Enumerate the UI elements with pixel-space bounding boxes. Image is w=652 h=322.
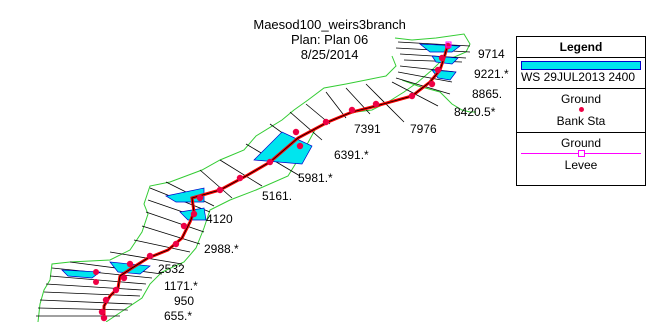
legend-levee-swatch	[521, 150, 641, 158]
station-label: 2988.*	[204, 242, 239, 256]
station-label: 7391	[354, 122, 381, 136]
legend-title: Legend	[517, 37, 645, 58]
river-centerline-inner	[103, 43, 449, 318]
station-label: 2532	[158, 262, 185, 276]
levee-marker	[445, 41, 452, 48]
station-label: 6391.*	[334, 148, 369, 162]
bank-stations	[93, 42, 452, 322]
station-label: 9714	[478, 47, 505, 61]
plan-date: 8/25/2014	[300, 47, 359, 62]
station-label: 1171.*	[164, 279, 198, 293]
legend-panel: Legend WS 29JUL2013 2400 Ground Bank Sta…	[516, 36, 646, 186]
legend-water-label: WS 29JUL2013 2400	[520, 70, 636, 84]
legend-levee-label: Levee	[564, 158, 598, 172]
station-label: 655.*	[164, 309, 192, 322]
station-label: 5161.	[262, 189, 292, 203]
reach-boundary	[37, 33, 476, 322]
legend-water-swatch	[521, 61, 641, 70]
legend-ground2-label: Ground	[560, 136, 602, 150]
plan-name: Plan: Plan 06	[290, 32, 369, 47]
cross-section-lines	[36, 41, 471, 317]
station-label: 8420.5*	[454, 105, 496, 119]
project-name: Maesod100_weirs3branch	[253, 17, 406, 32]
legend-ground-label: Ground	[560, 92, 602, 106]
station-label: 4120	[206, 212, 233, 226]
station-label: 7976	[410, 122, 437, 136]
station-label: 950	[174, 294, 194, 308]
station-label: 9221.*	[474, 67, 509, 81]
legend-bank-dot	[517, 106, 645, 114]
legend-bank-label: Bank Sta	[556, 114, 606, 128]
station-label: 8865.	[472, 87, 502, 101]
station-labels: 9714 9221.* 8865. 8420.5* 7976 7391 6391…	[158, 47, 509, 322]
station-label: 5981.*	[298, 171, 333, 185]
plot-title: Maesod100_weirs3branch Plan: Plan 06 8/2…	[0, 2, 652, 62]
